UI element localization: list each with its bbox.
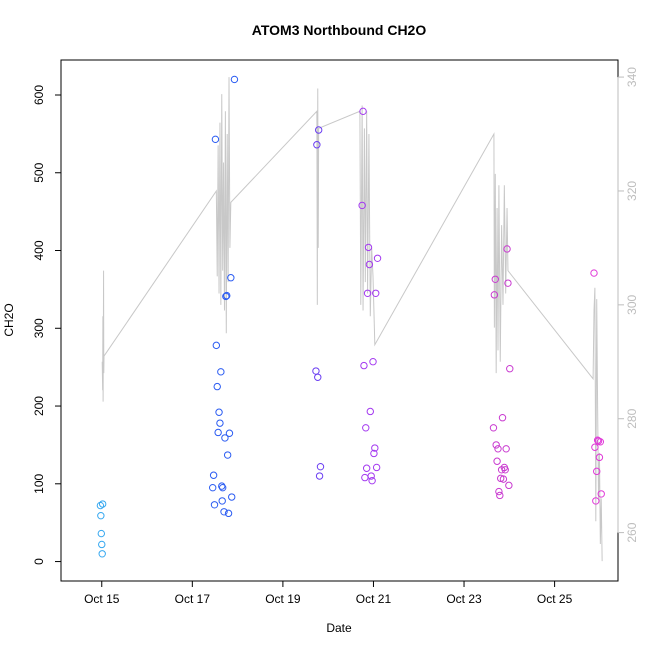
data-point [212, 341, 221, 350]
data-point [218, 482, 226, 490]
data-point [491, 275, 499, 283]
y2-tick-label: 320 [625, 181, 639, 201]
data-point [372, 289, 380, 297]
y-tick-label: 300 [32, 318, 46, 338]
data-point [217, 368, 225, 376]
data-point [366, 407, 374, 416]
data-point [592, 497, 600, 505]
data-point [489, 424, 498, 432]
data-point [499, 475, 508, 483]
data-point [593, 467, 601, 476]
data-point [211, 135, 220, 144]
x-tick-label: Oct 23 [446, 592, 482, 606]
data-point [227, 274, 235, 282]
data-point [501, 466, 509, 474]
data-point [503, 245, 511, 253]
data-point [213, 382, 221, 391]
y2-tick-label: 280 [625, 408, 639, 428]
x-tick-label: Oct 17 [175, 592, 211, 606]
data-point [98, 550, 106, 558]
data-point [492, 441, 500, 449]
x-tick-label: Oct 19 [265, 592, 301, 606]
data-point [362, 424, 370, 432]
data-point [215, 408, 223, 416]
data-point [218, 497, 226, 505]
plot-layer: Oct 15 Oct 17 Oct 19 Oct 21 Oct 23 Oct 25 0 100… [32, 59, 639, 606]
data-point [98, 500, 107, 508]
data-point [495, 487, 503, 496]
data-point [316, 462, 325, 471]
series-line-right-axis [101, 77, 603, 562]
data-point [358, 201, 366, 210]
data-point [596, 438, 605, 446]
y-tick-label: 400 [32, 240, 46, 260]
data-point [218, 483, 227, 492]
y2-tick-label: 340 [625, 67, 639, 87]
y-axis-label: CH2O [2, 303, 16, 336]
data-point [314, 373, 322, 381]
data-point [98, 540, 106, 549]
data-point [97, 529, 106, 538]
data-point [214, 428, 222, 437]
data-point [597, 490, 605, 498]
data-point [505, 481, 513, 490]
data-point [370, 449, 378, 458]
data-point [209, 483, 217, 492]
data-point [496, 491, 504, 500]
data-point [220, 508, 228, 516]
data-point [493, 457, 501, 465]
data-point [360, 361, 368, 370]
data-point [490, 291, 499, 299]
y-tick-label: 200 [32, 396, 46, 416]
y-tick-label: 0 [32, 558, 46, 565]
data-point [314, 126, 323, 134]
data-point [363, 289, 372, 297]
x-tick-label: Oct 25 [537, 592, 573, 606]
data-point [225, 429, 234, 437]
data-point [223, 451, 232, 459]
data-point [494, 445, 502, 453]
chart-title: ATOM3 Northbound CH2O [252, 22, 427, 38]
data-point [371, 444, 379, 452]
data-point [362, 464, 371, 472]
data-point [313, 141, 321, 149]
data-point [367, 472, 375, 480]
data-point [595, 453, 604, 462]
y-tick-label: 600 [32, 85, 46, 105]
data-point [315, 472, 324, 480]
data-point [504, 279, 512, 287]
data-point [365, 260, 374, 269]
y2-tick-label: 260 [625, 522, 639, 542]
data-point [506, 365, 514, 373]
data-point [359, 107, 367, 116]
data-point [210, 501, 219, 509]
data-point [372, 463, 381, 472]
data-point [223, 291, 231, 300]
y2-tick-label: 300 [625, 295, 639, 315]
y-tick-label: 100 [32, 473, 46, 493]
data-point [373, 254, 382, 262]
x-tick-label: Oct 15 [84, 592, 120, 606]
data-point [209, 471, 218, 479]
data-point [224, 509, 233, 518]
data-point [96, 501, 105, 510]
data-point [369, 358, 377, 366]
x-tick-label: Oct 21 [356, 592, 392, 606]
data-point [230, 75, 239, 84]
data-point [498, 414, 507, 422]
data-point [368, 476, 376, 485]
data-point [216, 419, 224, 427]
data-point [221, 434, 229, 442]
data-point [590, 269, 598, 277]
data-point [228, 493, 236, 501]
data-point [97, 511, 105, 520]
data-point [222, 292, 230, 301]
data-point [502, 445, 510, 453]
data-point [364, 243, 373, 252]
data-point [591, 443, 599, 451]
x-axis-label: Date [326, 621, 352, 635]
y-tick-label: 500 [32, 162, 46, 182]
